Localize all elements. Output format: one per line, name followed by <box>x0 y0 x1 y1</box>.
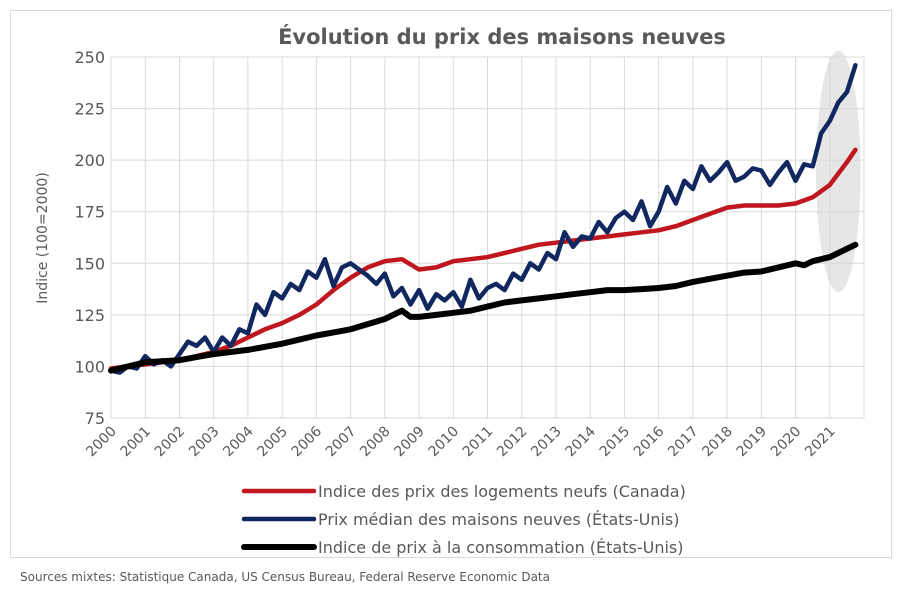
y-tick-label: 150 <box>74 254 105 273</box>
series-line-3 <box>108 241 859 374</box>
legend-label-2: Prix médian des maisons neuves (États-Un… <box>318 510 680 529</box>
x-tick-label: 2005 <box>254 424 291 461</box>
legend: Indice des prix des logements neufs (Can… <box>241 482 686 557</box>
y-tick-label: 250 <box>74 48 105 67</box>
x-tick-label: 2007 <box>323 424 360 461</box>
y-tick-label: 75 <box>85 409 105 428</box>
x-tick-label: 2009 <box>391 424 428 461</box>
chart-frame <box>10 10 892 558</box>
series-line-2 <box>108 63 858 375</box>
x-tick-label: 2006 <box>289 423 326 460</box>
x-tick-label: 2016 <box>631 423 668 460</box>
y-tick-label: 225 <box>74 100 105 119</box>
x-tick-label: 2010 <box>426 424 463 461</box>
x-tick-label: 2018 <box>699 424 736 461</box>
x-tick-label: 2021 <box>802 424 839 461</box>
y-tick-label: 125 <box>74 306 105 325</box>
x-tick-label: 2008 <box>357 424 394 461</box>
x-tick-label: 2014 <box>562 423 599 460</box>
y-tick-label: 100 <box>74 357 105 376</box>
y-axis-label: Indice (100=2000) <box>35 172 51 304</box>
x-tick-label: 2012 <box>494 424 531 461</box>
x-tick-label: 2015 <box>597 424 634 461</box>
x-tick-label: 2011 <box>460 424 497 461</box>
x-tick-label: 2013 <box>528 424 565 461</box>
legend-label-1: Indice des prix des logements neufs (Can… <box>318 482 686 501</box>
chart-title: Évolution du prix des maisons neuves <box>278 24 726 49</box>
x-tick-label: 2000 <box>83 424 120 461</box>
x-tick-label: 2004 <box>220 423 257 460</box>
legend-label-3: Indice de prix à la consommation (États-… <box>318 538 683 557</box>
y-tick-labels: 75 100 125 150 175 200 225 250 <box>74 48 105 428</box>
x-tick-label: 2001 <box>118 424 155 461</box>
y-tick-label: 200 <box>74 151 105 170</box>
x-tick-labels: 2000200120022003200420052006200720082009… <box>83 423 838 460</box>
grid-layer <box>110 56 865 419</box>
series-line-1 <box>108 147 858 371</box>
x-tick-label: 2020 <box>768 424 805 461</box>
x-tick-label: 2019 <box>734 424 771 461</box>
y-tick-label: 175 <box>74 203 105 222</box>
series-layer <box>108 63 859 375</box>
x-tick-label: 2003 <box>186 424 223 461</box>
x-tick-label: 2002 <box>152 424 189 461</box>
x-tick-label: 2017 <box>665 424 702 461</box>
source-note: Sources mixtes: Statistique Canada, US C… <box>20 570 550 584</box>
